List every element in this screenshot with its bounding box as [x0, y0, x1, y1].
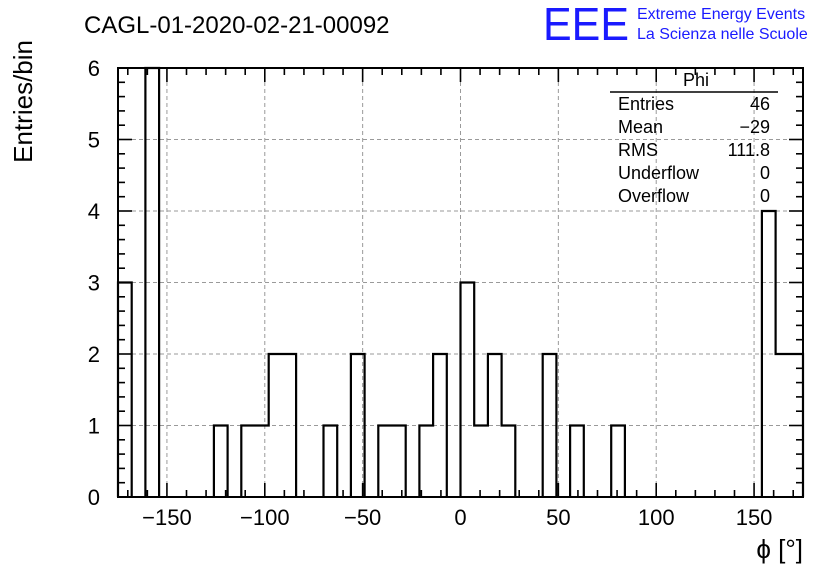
stats-label: Overflow [618, 186, 690, 206]
stats-label: Entries [618, 94, 674, 114]
stats-label: Mean [618, 117, 663, 137]
histogram-bin [461, 283, 475, 498]
x-tick-label: 100 [638, 505, 675, 530]
stats-rows: Entries 46 Mean −29 RMS 111.8 Underflow 0 Overfl… [618, 94, 770, 206]
histogram-bin [118, 283, 132, 498]
y-tick-labels: 0 1 2 3 4 5 6 [88, 56, 100, 510]
histogram-bin [392, 426, 406, 498]
histogram-bin [611, 426, 625, 498]
stats-title: Phi [683, 70, 709, 90]
eee-logo-line2: La Scienza nelle Scuole [637, 26, 808, 43]
x-tick-label: −150 [142, 505, 192, 530]
y-tick-label: 4 [88, 199, 100, 224]
eee-logo: EEE Extreme Energy Events La Scienza nel… [543, 0, 808, 50]
stats-value: 0 [760, 186, 770, 206]
x-tick-label: 0 [454, 505, 466, 530]
eee-logo-mark: EEE [543, 0, 629, 50]
x-tick-label: −100 [240, 505, 290, 530]
stats-label: RMS [618, 140, 658, 160]
histogram-bin [241, 426, 255, 498]
y-tick-label: 6 [88, 56, 100, 81]
axis-ticks [118, 67, 803, 498]
y-tick-label: 2 [88, 342, 100, 367]
y-tick-label: 3 [88, 271, 100, 296]
x-axis-label: ϕ [°] [756, 534, 803, 564]
stats-label: Underflow [618, 163, 700, 183]
x-tick-label: 150 [736, 505, 773, 530]
stats-box: Phi Entries 46 Mean −29 RMS 111.8 Underflow 0 Ov… [610, 70, 778, 206]
histogram-bin [570, 426, 584, 498]
chart-title: CAGL-01-2020-02-21-00092 [84, 12, 390, 39]
stats-value: 46 [750, 94, 770, 114]
histogram-bin [214, 426, 228, 498]
x-tick-labels: −150 −100 −50 0 50 100 150 [142, 505, 772, 530]
stats-value: 0 [760, 163, 770, 183]
eee-logo-line1: Extreme Energy Events [637, 6, 805, 23]
stats-value: 111.8 [728, 140, 770, 160]
y-tick-label: 1 [88, 414, 100, 439]
y-tick-label: 0 [88, 485, 100, 510]
histogram-bin [502, 426, 516, 498]
histogram-bin [255, 426, 269, 498]
x-tick-label: −50 [344, 505, 381, 530]
histogram-bin [378, 426, 392, 498]
y-axis-label: Entries/bin [8, 40, 38, 163]
histogram-bin [474, 426, 488, 498]
histogram-bin [324, 426, 338, 498]
y-tick-label: 5 [88, 128, 100, 153]
x-tick-label: 50 [546, 505, 570, 530]
stats-value: −29 [739, 117, 770, 137]
histogram-bin [419, 426, 433, 498]
